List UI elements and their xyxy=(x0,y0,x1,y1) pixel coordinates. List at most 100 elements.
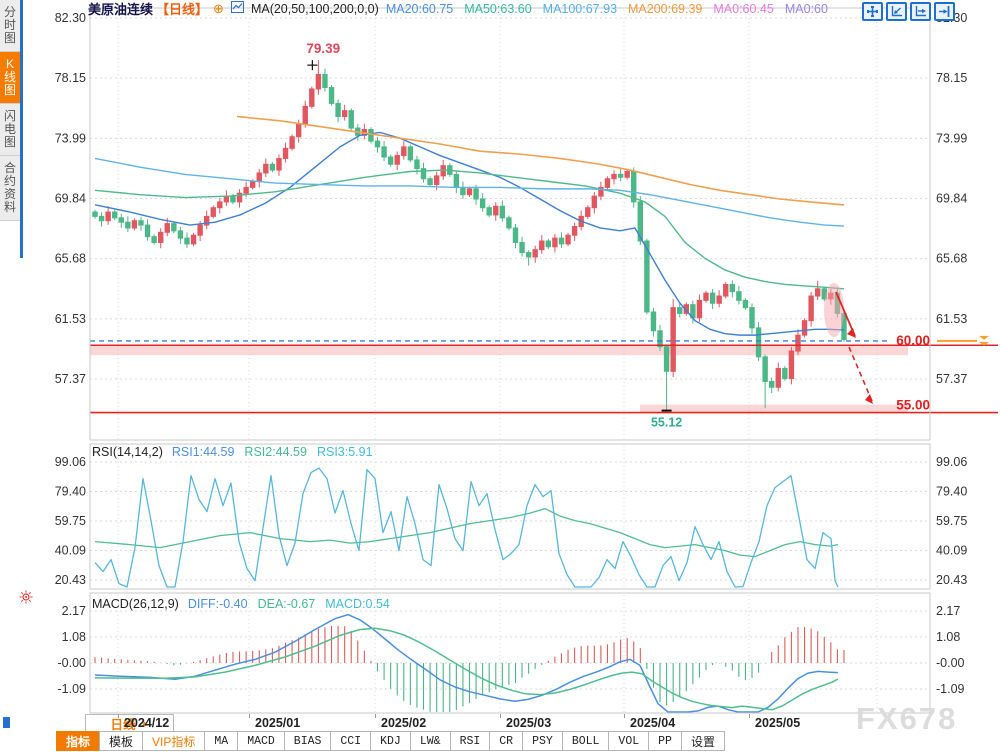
ma-legend-value: MA20:60.75 xyxy=(385,1,454,16)
svg-text:-0.00: -0.00 xyxy=(58,656,87,670)
ma-formula[interactable]: MA(20,50,100,200,0,0) xyxy=(250,1,379,16)
rsi-values: RSI1:44.59 RSI2:44.59 RSI3:5.91 xyxy=(172,445,373,459)
svg-text:55.00: 55.00 xyxy=(896,398,930,413)
period-selector-label: 日线 xyxy=(110,717,136,732)
sidebar-tab-1[interactable]: 分 时 图 xyxy=(0,0,20,52)
sidebar-tab-2[interactable]: K 线 图 xyxy=(0,52,20,104)
svg-text:78.15: 78.15 xyxy=(55,71,86,85)
add-compare-icon[interactable]: ⊕ xyxy=(213,0,224,16)
toolbar-item-PP[interactable]: PP xyxy=(648,731,682,751)
svg-text:59.75: 59.75 xyxy=(936,514,967,528)
toolbar-item-KDJ[interactable]: KDJ xyxy=(370,731,411,751)
ma-legend-value: MA0:60.45 xyxy=(713,1,774,16)
indicator-value: DEA:-0.67 xyxy=(257,597,316,611)
toolbar-item-xx[interactable]: 设置 xyxy=(680,731,725,751)
svg-text:40.09: 40.09 xyxy=(936,544,967,558)
svg-text:20.43: 20.43 xyxy=(55,573,86,587)
sidebar-tab-3[interactable]: 闪 电 图 xyxy=(0,104,20,156)
collapse-right-icon[interactable] xyxy=(934,2,955,21)
date-tick xyxy=(375,714,376,718)
pan-right-icon[interactable] xyxy=(910,2,931,21)
toolbar-item-MACD[interactable]: MACD xyxy=(237,731,285,751)
svg-text:40.09: 40.09 xyxy=(55,544,86,558)
sidebar-divider xyxy=(20,0,23,258)
svg-text:-1.09: -1.09 xyxy=(936,682,965,696)
toolbar-item-VIPxx[interactable]: VIP指标 xyxy=(142,731,206,751)
indicator-value: RSI3:5.91 xyxy=(316,445,373,459)
svg-text:2.17: 2.17 xyxy=(62,604,86,618)
toolbar-item-CR[interactable]: CR xyxy=(489,731,524,751)
ma-legend: MA20:60.75 MA50:63.60 MA100:67.93 MA200:69.… xyxy=(386,2,828,16)
svg-text:-1.09: -1.09 xyxy=(58,682,87,696)
symbol-title: 美原油连续 xyxy=(88,2,154,17)
svg-text:61.53: 61.53 xyxy=(55,312,86,326)
watermark: FX678 xyxy=(856,701,958,736)
macd-pane-header: MACD(26,12,9) DIFF:-0.40 DEA:-0.67 MACD:0.… xyxy=(92,597,390,611)
indicator-value: RSI1:44.59 xyxy=(171,445,235,459)
toolbar-item-BOLL[interactable]: BOLL xyxy=(561,731,610,751)
date-label: 2025/05 xyxy=(755,716,801,730)
svg-text:79.40: 79.40 xyxy=(936,485,967,499)
svg-text:79.40: 79.40 xyxy=(55,485,86,499)
rsi-name[interactable]: RSI(14,14,2) xyxy=(92,445,163,459)
date-tick xyxy=(500,714,501,718)
toolbar-item-RSI[interactable]: RSI xyxy=(449,731,491,751)
sidebar-tab-4[interactable]: 合 约 资 料 xyxy=(0,156,20,221)
date-label: 2025/01 xyxy=(255,716,301,730)
svg-text:69.84: 69.84 xyxy=(936,192,967,206)
svg-text:57.37: 57.37 xyxy=(936,372,967,386)
toolbar-item-MA[interactable]: MA xyxy=(204,731,239,751)
date-axis-row: 日线 ▲ 2024/12 2025/01 2025/02 2025/03 2025/04… xyxy=(0,714,1000,732)
svg-text:2.17: 2.17 xyxy=(936,604,960,618)
svg-text:61.53: 61.53 xyxy=(936,312,967,326)
macd-name[interactable]: MACD(26,12,9) xyxy=(92,597,179,611)
svg-text:59.75: 59.75 xyxy=(55,514,86,528)
svg-text:57.37: 57.37 xyxy=(55,372,86,386)
date-tick xyxy=(624,714,625,718)
svg-text:55.12: 55.12 xyxy=(651,416,682,430)
toolbar-item-LWx[interactable]: LW& xyxy=(409,731,451,751)
mini-chart-icon[interactable] xyxy=(230,1,244,16)
alert-sun-icon[interactable] xyxy=(19,590,33,609)
price-chart-canvas[interactable]: 82.3082.3078.1578.1573.9973.9969.8469.84… xyxy=(0,0,1000,714)
svg-text:99.06: 99.06 xyxy=(936,455,967,469)
svg-text:20.43: 20.43 xyxy=(936,573,967,587)
move-icon[interactable] xyxy=(862,2,883,21)
date-label: 2025/03 xyxy=(506,716,552,730)
indicator-toolbar: 指标 模板 VIP指标 MA MACD BIAS CCI KDJ LW& RSI CR PSY BOLL… xyxy=(56,731,725,751)
svg-text:82.30: 82.30 xyxy=(55,11,86,25)
svg-text:73.99: 73.99 xyxy=(936,131,967,145)
ma-legend-value: MA200:69.39 xyxy=(628,1,703,16)
date-label: 2025/04 xyxy=(630,716,676,730)
date-tick xyxy=(118,714,119,718)
ma-legend-value: MA50:63.60 xyxy=(464,1,532,16)
pan-left-icon[interactable] xyxy=(886,2,907,21)
macd-values: DIFF:-0.40 DEA:-0.67 MACD:0.54 xyxy=(188,597,390,611)
svg-text:1.08: 1.08 xyxy=(62,630,86,644)
indicator-value: DIFF:-0.40 xyxy=(187,597,248,611)
toolbar-item-VOL[interactable]: VOL xyxy=(608,731,650,751)
toolbar-item-CCI[interactable]: CCI xyxy=(330,731,372,751)
period-tag: 【日线】 xyxy=(156,2,209,17)
svg-text:65.68: 65.68 xyxy=(55,252,86,266)
chevron-up-icon: ▲ xyxy=(140,718,149,728)
date-tick xyxy=(249,714,250,718)
svg-text:73.99: 73.99 xyxy=(55,131,86,145)
toolbar-item-xx[interactable]: 模板 xyxy=(99,731,144,751)
svg-text:-0.00: -0.00 xyxy=(936,656,965,670)
svg-text:99.06: 99.06 xyxy=(55,455,86,469)
toolbar-item-BIAS[interactable]: BIAS xyxy=(283,731,332,751)
toolbar-item-xx[interactable]: 指标 xyxy=(56,731,101,751)
indicator-value: MACD:0.54 xyxy=(325,597,390,611)
svg-text:79.39: 79.39 xyxy=(306,41,340,56)
ma-legend-value: MA100:67.93 xyxy=(542,1,618,16)
date-label: 2025/02 xyxy=(381,716,427,730)
ma-legend-value: MA0:60 xyxy=(784,1,828,16)
svg-text:60.00: 60.00 xyxy=(896,333,930,348)
svg-text:65.68: 65.68 xyxy=(936,252,967,266)
toolbar-item-PSY[interactable]: PSY xyxy=(522,731,563,751)
period-selector[interactable]: 日线 ▲ xyxy=(85,714,174,732)
scroll-corner xyxy=(3,717,10,728)
